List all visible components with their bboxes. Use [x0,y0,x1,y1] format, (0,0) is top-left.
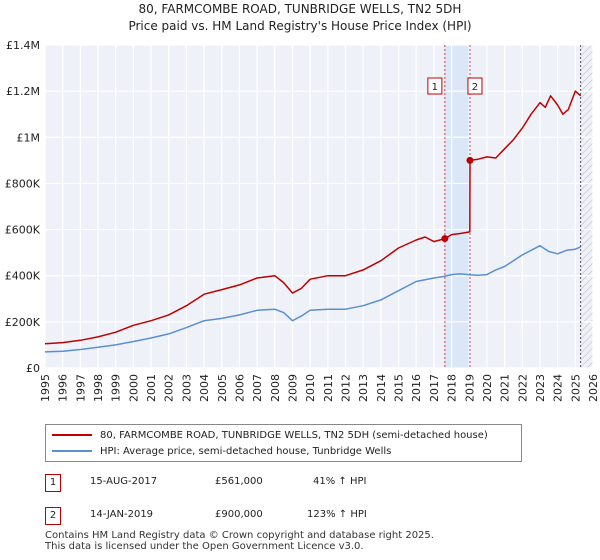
legend-item-hpi: HPI: Average price, semi-detached house,… [52,443,391,459]
chart-subtitle: Price paid vs. HM Land Registry's House … [128,19,472,33]
footer-attribution: Contains HM Land Registry data © Crown c… [45,530,434,552]
legend-item-property: 80, FARMCOMBE ROAD, TUNBRIDGE WELLS, TN2… [52,427,488,443]
y-tick-label: £400K [5,270,41,283]
x-tick-label: 2015 [393,374,406,402]
transaction-hpi-change: 41% ↑ HPI [313,476,367,487]
legend: 80, FARMCOMBE ROAD, TUNBRIDGE WELLS, TN2… [45,424,522,462]
transaction-date: 14-JAN-2019 [90,509,154,520]
x-tick-label: 2002 [163,374,176,402]
x-tick-label: 1997 [74,374,87,402]
x-tick-label: 2023 [534,374,547,402]
legend-label-hpi: HPI: Average price, semi-detached house,… [100,445,392,457]
x-tick-label: 2017 [428,374,441,402]
x-tick-label: 2026 [587,374,600,402]
y-tick-label: £1.4M [6,39,40,52]
transaction-number-badge: 1 [45,474,61,492]
transaction-date: 15-AUG-2017 [90,476,158,487]
x-tick-label: 2000 [127,374,140,402]
legend-label-property: 80, FARMCOMBE ROAD, TUNBRIDGE WELLS, TN2… [100,429,488,441]
x-tick-label: 2003 [180,374,193,402]
y-tick-label: £0 [26,362,40,375]
x-tick-label: 2005 [216,374,229,402]
x-tick-label: 2025 [569,374,582,402]
sale-marker-box [427,77,443,95]
y-tick-label: £800K [5,177,41,190]
x-tick-label: 2021 [499,374,512,402]
x-tick-label: 2001 [145,374,158,402]
y-tick-label: £1.2M [6,85,40,98]
sale-period-band [444,45,470,368]
forecast-hatch [580,45,593,368]
x-tick-label: 2022 [516,374,529,402]
sale-marker-label: 2 [472,82,478,93]
x-tick-label: 2018 [446,374,459,402]
x-tick-label: 2020 [481,374,494,402]
transaction-number-badge: 2 [45,507,61,525]
chart-title: 80, FARMCOMBE ROAD, TUNBRIDGE WELLS, TN2… [138,2,462,16]
y-tick-label: £600K [5,224,41,237]
x-tick-label: 1998 [92,374,105,402]
transaction-price: £561,000 [215,476,263,487]
price-chart: £0 £200K £400K £600K £800K £1M £1.2M £1.4M 1995 1… [5,39,600,402]
x-tick-label: 2013 [357,374,370,402]
transaction-price: £900,000 [215,509,263,520]
x-tick-label: 2008 [269,374,282,402]
transaction-hpi-change: 123% ↑ HPI [307,509,367,520]
x-tick-label: 2004 [198,374,211,402]
property-price-line [44,90,582,345]
x-tick-label: 2014 [375,374,388,402]
footer-line-2: This data is licensed under the Open Gov… [45,541,364,552]
x-tick-label: 2016 [410,374,423,402]
x-tick-label: 2024 [552,374,565,402]
sale-marker-label: 1 [432,82,438,93]
x-tick-label: 1995 [39,374,52,402]
sale-point [466,156,474,164]
x-tick-label: 1999 [110,374,123,402]
y-tick-label: £1M [17,131,41,144]
footer-line-1: Contains HM Land Registry data © Crown c… [45,530,434,541]
sale-marker-box [467,77,483,95]
x-tick-label: 2006 [233,374,246,402]
x-tick-label: 2012 [340,374,353,402]
y-tick-label: £200K [5,316,41,329]
legend-swatch-property [52,434,92,436]
hpi-line [44,244,581,353]
sale-point [441,235,449,243]
x-tick-label: 1996 [57,374,70,402]
legend-swatch-hpi [52,450,92,452]
x-tick-label: 2010 [304,374,317,402]
x-tick-label: 2011 [322,374,335,402]
x-tick-label: 2019 [463,374,476,402]
x-tick-label: 2009 [286,374,299,402]
x-tick-label: 2007 [251,374,264,402]
plot-area [45,45,593,368]
